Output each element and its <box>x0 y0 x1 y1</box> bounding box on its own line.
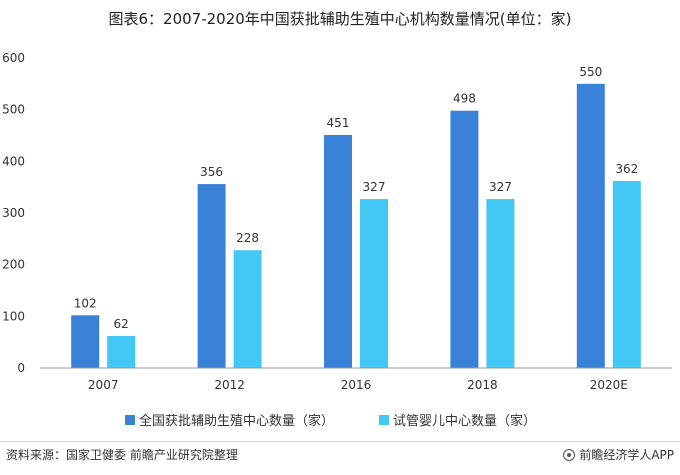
bar-series2 <box>233 250 262 368</box>
legend-swatch-series2 <box>379 414 390 425</box>
data-label: 62 <box>114 317 129 331</box>
bar-series2 <box>612 180 641 368</box>
data-label: 327 <box>363 180 386 194</box>
data-label: 327 <box>489 180 512 194</box>
bar-series1 <box>197 184 226 368</box>
data-label: 102 <box>74 296 97 310</box>
legend-item-series1: 全国获批辅助生殖中心数量（家） <box>125 410 334 429</box>
bar-series1 <box>71 315 100 368</box>
y-tick-label: 0 <box>17 361 25 375</box>
x-tick-label: 2016 <box>341 378 372 392</box>
legend: 全国获批辅助生殖中心数量（家） 试管婴儿中心数量（家） <box>125 410 581 429</box>
data-label: 362 <box>615 162 638 176</box>
x-tick-label: 2020E <box>590 378 628 392</box>
bar-series1 <box>450 110 479 368</box>
x-tick-label: 2012 <box>214 378 245 392</box>
bar-series1 <box>576 83 605 368</box>
legend-label-series1: 全国获批辅助生殖中心数量（家） <box>139 414 335 429</box>
footer-divider <box>0 441 680 442</box>
legend-swatch-series1 <box>125 414 135 425</box>
brand: 前瞻经济学人APP <box>563 446 674 463</box>
data-label: 451 <box>327 116 350 130</box>
x-axis: 2007 2012 2016 2018 2020E <box>40 367 672 392</box>
brand-logo-icon <box>563 448 576 461</box>
bars: 102 62 356 228 451 327 498 327 550 362 <box>71 65 641 368</box>
bar-chart: 0 100 200 300 400 500 600 102 62 356 228 451 327 498… <box>2 51 672 392</box>
y-tick-label: 600 <box>2 51 25 65</box>
bar-series1 <box>324 134 352 368</box>
y-tick-label: 400 <box>2 154 25 168</box>
chart-title: 图表6：2007-2020年中国获批辅助生殖中心机构数量情况(单位：家) <box>108 10 572 28</box>
bar-series2 <box>107 335 136 368</box>
data-label: 550 <box>579 65 602 79</box>
source-note: 资料来源：国家卫健委 前瞻产业研究院整理 <box>6 448 238 462</box>
y-tick-label: 100 <box>2 309 25 323</box>
x-tick-label: 2007 <box>88 378 119 392</box>
data-label: 498 <box>453 92 476 106</box>
brand-name: 前瞻经济学人APP <box>579 448 674 462</box>
legend-label-series2: 试管婴儿中心数量（家） <box>393 414 537 429</box>
bar-series2 <box>360 199 388 368</box>
data-label: 228 <box>236 231 259 245</box>
y-tick-label: 300 <box>2 206 25 220</box>
y-tick-label: 500 <box>2 103 25 117</box>
data-label: 356 <box>200 165 223 179</box>
x-tick-label: 2018 <box>467 378 498 392</box>
bar-series2 <box>486 199 515 368</box>
y-axis: 0 100 200 300 400 500 600 <box>2 51 25 375</box>
legend-item-series2: 试管婴儿中心数量（家） <box>379 410 536 429</box>
y-tick-label: 200 <box>2 258 25 272</box>
